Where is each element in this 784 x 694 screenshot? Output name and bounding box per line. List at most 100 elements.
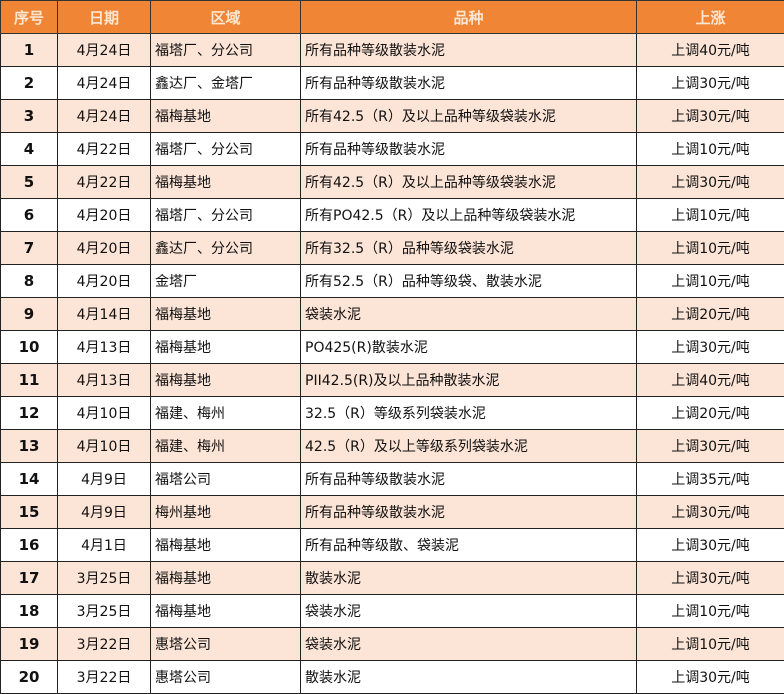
cell-rise: 上调30元/吨 (636, 165, 784, 199)
table-row: 17 3月25日 福梅基地 散装水泥 上调30元/吨 (0, 561, 784, 595)
cell-no: 19 (0, 627, 58, 661)
table-row: 2 4月24日 鑫达厂、金塔厂 所有品种等级散装水泥 上调30元/吨 (0, 66, 784, 100)
cell-product: PO425(R)散装水泥 (300, 330, 637, 364)
cell-date: 4月10日 (57, 396, 151, 430)
cell-region: 福梅基地 (150, 99, 301, 133)
cell-no: 8 (0, 264, 58, 298)
cell-rise: 上调10元/吨 (636, 264, 784, 298)
cell-rise: 上调10元/吨 (636, 627, 784, 661)
cell-date: 4月24日 (57, 33, 151, 67)
cell-rise: 上调10元/吨 (636, 594, 784, 628)
cell-region: 福梅基地 (150, 561, 301, 595)
cell-date: 4月24日 (57, 99, 151, 133)
cell-no: 2 (0, 66, 58, 100)
cell-region: 福梅基地 (150, 363, 301, 397)
cell-product: 所有42.5（R）及以上品种等级袋装水泥 (300, 165, 637, 199)
cell-region: 福塔厂、分公司 (150, 132, 301, 166)
cell-region: 梅州基地 (150, 495, 301, 529)
cell-rise: 上调10元/吨 (636, 198, 784, 232)
table-row: 10 4月13日 福梅基地 PO425(R)散装水泥 上调30元/吨 (0, 330, 784, 364)
table-row: 11 4月13日 福梅基地 PII42.5(R)及以上品种散装水泥 上调40元/吨 (0, 363, 784, 397)
cell-rise: 上调30元/吨 (636, 330, 784, 364)
cell-region: 福梅基地 (150, 330, 301, 364)
cell-region: 福梅基地 (150, 528, 301, 562)
cell-product: 所有品种等级散装水泥 (300, 66, 637, 100)
cell-no: 9 (0, 297, 58, 331)
cell-rise: 上调30元/吨 (636, 561, 784, 595)
table-row: 14 4月9日 福塔公司 所有品种等级散装水泥 上调35元/吨 (0, 462, 784, 496)
cell-region: 福塔厂、分公司 (150, 33, 301, 67)
cell-no: 13 (0, 429, 58, 463)
cell-date: 4月14日 (57, 297, 151, 331)
cell-region: 福梅基地 (150, 297, 301, 331)
cell-product: 所有品种等级散、袋装泥 (300, 528, 637, 562)
cell-rise: 上调40元/吨 (636, 363, 784, 397)
cell-date: 3月22日 (57, 660, 151, 694)
header-region: 区域 (150, 0, 301, 34)
cell-no: 6 (0, 198, 58, 232)
cell-product: 散装水泥 (300, 660, 637, 694)
header-no: 序号 (0, 0, 58, 34)
cell-region: 鑫达厂、分公司 (150, 231, 301, 265)
cell-product: 所有32.5（R）品种等级袋装水泥 (300, 231, 637, 265)
cell-region: 惠塔公司 (150, 627, 301, 661)
cell-no: 16 (0, 528, 58, 562)
cell-product: 所有品种等级散装水泥 (300, 495, 637, 529)
cell-date: 4月22日 (57, 132, 151, 166)
cell-date: 3月25日 (57, 561, 151, 595)
cell-no: 12 (0, 396, 58, 430)
cell-date: 4月13日 (57, 330, 151, 364)
table-row: 5 4月22日 福梅基地 所有42.5（R）及以上品种等级袋装水泥 上调30元/吨 (0, 165, 784, 199)
cell-product: 所有品种等级散装水泥 (300, 33, 637, 67)
cell-date: 4月10日 (57, 429, 151, 463)
cell-rise: 上调10元/吨 (636, 132, 784, 166)
cell-rise: 上调30元/吨 (636, 528, 784, 562)
cell-no: 11 (0, 363, 58, 397)
cell-rise: 上调30元/吨 (636, 99, 784, 133)
table-row: 13 4月10日 福建、梅州 42.5（R）及以上等级系列袋装水泥 上调30元/吨 (0, 429, 784, 463)
cell-date: 3月22日 (57, 627, 151, 661)
cell-product: 袋装水泥 (300, 297, 637, 331)
cell-region: 福梅基地 (150, 594, 301, 628)
table-row: 20 3月22日 惠塔公司 散装水泥 上调30元/吨 (0, 660, 784, 694)
cell-no: 20 (0, 660, 58, 694)
cell-region: 金塔厂 (150, 264, 301, 298)
header-product: 品种 (300, 0, 637, 34)
table-row: 16 4月1日 福梅基地 所有品种等级散、袋装泥 上调30元/吨 (0, 528, 784, 562)
cell-no: 18 (0, 594, 58, 628)
table-row: 4 4月22日 福塔厂、分公司 所有品种等级散装水泥 上调10元/吨 (0, 132, 784, 166)
cell-no: 15 (0, 495, 58, 529)
header-date: 日期 (57, 0, 151, 34)
cell-product: 所有品种等级散装水泥 (300, 462, 637, 496)
cell-product: 42.5（R）及以上等级系列袋装水泥 (300, 429, 637, 463)
cell-region: 福建、梅州 (150, 429, 301, 463)
cell-no: 5 (0, 165, 58, 199)
cell-no: 4 (0, 132, 58, 166)
table-row: 15 4月9日 梅州基地 所有品种等级散装水泥 上调30元/吨 (0, 495, 784, 529)
cell-no: 10 (0, 330, 58, 364)
table-row: 12 4月10日 福建、梅州 32.5（R）等级系列袋装水泥 上调20元/吨 (0, 396, 784, 430)
cell-no: 3 (0, 99, 58, 133)
cell-rise: 上调20元/吨 (636, 297, 784, 331)
table-row: 7 4月20日 鑫达厂、分公司 所有32.5（R）品种等级袋装水泥 上调10元/吨 (0, 231, 784, 265)
cell-rise: 上调30元/吨 (636, 66, 784, 100)
cell-rise: 上调10元/吨 (636, 231, 784, 265)
cell-date: 4月20日 (57, 264, 151, 298)
cell-region: 福塔厂、分公司 (150, 198, 301, 232)
cell-no: 1 (0, 33, 58, 67)
table-row: 8 4月20日 金塔厂 所有52.5（R）品种等级袋、散装水泥 上调10元/吨 (0, 264, 784, 298)
cell-product: 散装水泥 (300, 561, 637, 595)
cell-date: 4月20日 (57, 198, 151, 232)
cell-product: PII42.5(R)及以上品种散装水泥 (300, 363, 637, 397)
cell-product: 袋装水泥 (300, 627, 637, 661)
cell-product: 所有品种等级散装水泥 (300, 132, 637, 166)
table-row: 9 4月14日 福梅基地 袋装水泥 上调20元/吨 (0, 297, 784, 331)
cell-date: 4月9日 (57, 495, 151, 529)
cell-date: 3月25日 (57, 594, 151, 628)
cell-date: 4月9日 (57, 462, 151, 496)
cell-product: 所有52.5（R）品种等级袋、散装水泥 (300, 264, 637, 298)
cell-product: 所有PO42.5（R）及以上品种等级袋装水泥 (300, 198, 637, 232)
table-row: 18 3月25日 福梅基地 袋装水泥 上调10元/吨 (0, 594, 784, 628)
cell-no: 17 (0, 561, 58, 595)
